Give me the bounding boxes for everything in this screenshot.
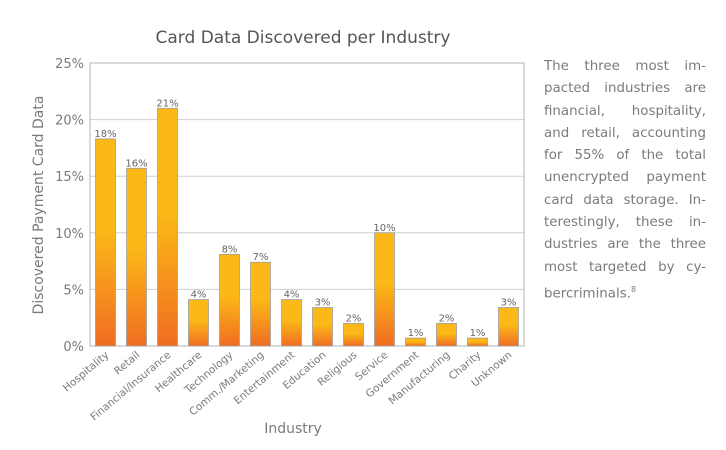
y-tick-label: 15% (55, 170, 84, 185)
data-label: 4% (284, 290, 300, 301)
bar-chart: Card Data Discovered per Industry 0% 5% 10… (31, 28, 525, 437)
data-label: 10% (373, 223, 395, 234)
description-line: unencrypted payment (544, 170, 706, 186)
bar (498, 307, 519, 347)
description-line: bercriminals.8 (544, 284, 637, 302)
y-tick-label: 25% (55, 57, 84, 72)
bar (157, 107, 178, 347)
bar (219, 253, 240, 347)
y-tick-label: 5% (63, 283, 84, 298)
data-label: 7% (253, 252, 269, 263)
bar (250, 261, 271, 347)
description-line: financial, hospitality, (544, 103, 706, 119)
y-tick-label: 10% (55, 227, 84, 242)
y-tick-label: 20% (55, 114, 84, 129)
x-axis-label: Industry (264, 421, 322, 437)
y-axis-label: Discovered Payment Card Data (31, 96, 47, 315)
bar (436, 322, 457, 347)
data-label: 2% (439, 313, 455, 324)
data-label: 1% (470, 328, 486, 339)
description-line: for 55% of the total (544, 148, 706, 164)
plot-border (89, 62, 525, 347)
bar (312, 307, 333, 347)
data-label: 8% (222, 244, 238, 255)
bar (405, 337, 426, 347)
description-line: and retail, accounting (544, 125, 706, 141)
data-label: 3% (315, 298, 331, 309)
bar (374, 232, 395, 347)
data-label: 3% (501, 298, 517, 309)
bar (467, 337, 488, 347)
data-label: 1% (408, 328, 424, 339)
data-label: 2% (346, 313, 362, 324)
description-line: dustries are the three (544, 237, 706, 253)
description-text: The three most im-pacted industries are f… (544, 56, 706, 306)
description-line: card data storage. In- (544, 192, 706, 208)
y-tick-label: 0% (63, 340, 84, 355)
data-label: 18% (94, 129, 116, 140)
description-line: terestingly, these in- (544, 215, 706, 231)
data-label: 21% (156, 98, 178, 109)
bar (95, 138, 116, 347)
bar (126, 167, 147, 347)
data-label: 16% (125, 158, 147, 169)
bar (188, 299, 209, 347)
description-line: The three most im- (544, 59, 706, 74)
x-tick-label: Hospitality (61, 349, 112, 394)
description-line: pacted industries are (544, 81, 706, 97)
footnote-marker: 8 (630, 284, 637, 294)
description-line: most targeted by cy- (544, 259, 706, 275)
data-label: 4% (191, 290, 207, 301)
chart-title: Card Data Discovered per Industry (156, 28, 451, 48)
bar (281, 299, 302, 347)
bar (343, 322, 364, 347)
